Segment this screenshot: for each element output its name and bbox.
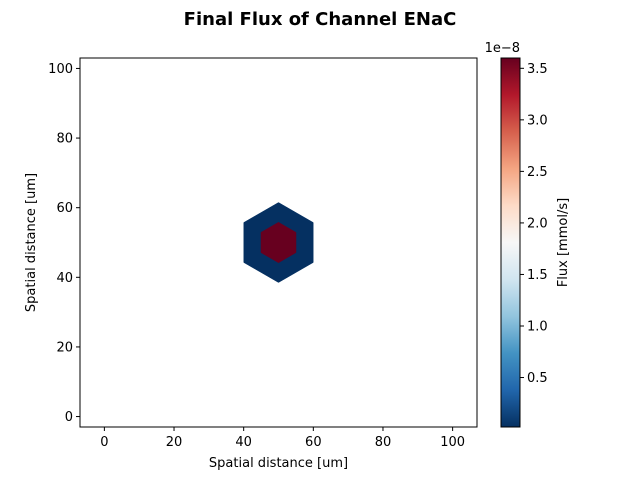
colorbar: 0.5 1.0 1.5 2.0 2.5 3.0 3.5 1e−8 Flux [mmol/s]	[485, 41, 571, 428]
y-axis-ticks: 0 20 40 60 80 100	[48, 62, 80, 425]
colorbar-frame	[500, 57, 521, 428]
chart-title: Final Flux of Channel ENaC	[184, 9, 457, 30]
colorbar-tick-label: 2.5	[527, 165, 548, 180]
x-axis-label: Spatial distance [um]	[209, 456, 348, 471]
colorbar-label: Flux [mmol/s]	[556, 198, 571, 287]
colorbar-offset-text: 1e−8	[485, 41, 520, 56]
colorbar-tick-label: 3.0	[527, 113, 548, 128]
x-tick-label: 100	[440, 435, 465, 450]
colorbar-tick-label: 1.0	[527, 319, 548, 334]
y-tick-label: 20	[56, 340, 73, 355]
plot-area: 0 20 40 60 80 100 0 20 40 60 80 100	[48, 57, 478, 450]
colorbar-tick-label: 3.5	[527, 62, 548, 77]
plot-frame	[79, 57, 478, 428]
y-tick-label: 40	[56, 271, 73, 286]
x-tick-label: 20	[166, 435, 183, 450]
y-tick-label: 100	[48, 62, 73, 77]
inner-hexagon	[260, 222, 297, 263]
x-tick-label: 80	[375, 435, 392, 450]
y-axis-label: Spatial distance [um]	[24, 173, 39, 312]
y-tick-label: 60	[56, 201, 73, 216]
heatmap-cells	[243, 202, 314, 283]
x-tick-label: 0	[100, 435, 108, 450]
colorbar-gradient	[501, 58, 520, 427]
x-tick-label: 40	[235, 435, 252, 450]
y-tick-label: 0	[65, 410, 73, 425]
x-axis-ticks: 0 20 40 60 80 100	[100, 427, 465, 450]
colorbar-ticks: 0.5 1.0 1.5 2.0 2.5 3.0 3.5	[520, 62, 548, 386]
x-tick-label: 60	[305, 435, 322, 450]
y-tick-label: 80	[56, 132, 73, 147]
colorbar-tick-label: 2.0	[527, 216, 548, 231]
colorbar-tick-label: 0.5	[527, 371, 548, 386]
colorbar-tick-label: 1.5	[527, 268, 548, 283]
